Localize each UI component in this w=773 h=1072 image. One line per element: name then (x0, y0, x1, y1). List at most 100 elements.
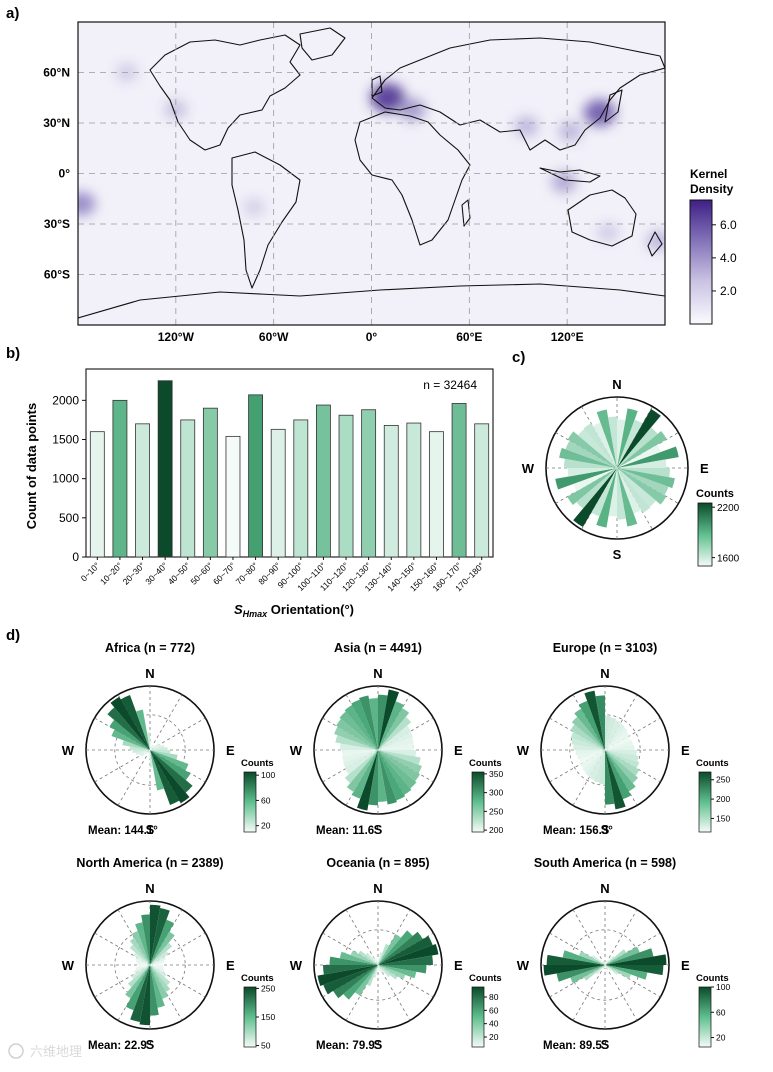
density-hotspot (78, 192, 96, 216)
region-colorbar (243, 986, 257, 1048)
rose-label-s: S (613, 547, 622, 562)
region-panel-5: South America (n = 598) N E S W Mean: 89.5° Co… (517, 856, 731, 1052)
lon-tick-label: 60°E (456, 330, 482, 344)
rose-petal-10 (130, 965, 150, 1022)
rose-petal-30 (585, 750, 605, 777)
rose-petal-40 (378, 930, 413, 965)
rose-label-w: W (62, 958, 75, 973)
rose-petal-120 (336, 718, 378, 750)
rose-label-s: S (146, 1037, 155, 1052)
rose-petal-170 (605, 965, 606, 969)
bar-y-tick-label: 0 (72, 550, 79, 564)
region-title: Africa (n = 772) (105, 641, 195, 655)
rose-petal-100 (150, 750, 178, 760)
rose-petal-130 (605, 750, 639, 784)
rose-petal-90 (378, 965, 427, 974)
japan-outline (604, 89, 623, 123)
bar-160~170° (451, 403, 467, 558)
rose-petal-60 (617, 444, 661, 468)
rose-petal-10 (378, 952, 383, 965)
rose-petal-20 (352, 750, 378, 799)
rose-petal-50 (583, 965, 605, 981)
region-colorbar-title: Counts (241, 973, 274, 984)
bar-90~100° (293, 419, 309, 558)
region-mean-label: Mean: 79.9° (316, 1040, 380, 1052)
rose-petal-20 (617, 419, 643, 468)
rose-petal-50 (605, 731, 630, 750)
rose-petal-40 (343, 965, 378, 1000)
rose-petal-170 (604, 961, 605, 965)
region-title: Oceania (n = 895) (326, 856, 429, 870)
rose-petal-130 (339, 711, 378, 750)
africa-outline (354, 111, 471, 246)
rose-petal-160 (603, 961, 605, 965)
rose-petal-90 (605, 750, 637, 756)
rose-petal-0 (608, 468, 617, 517)
rose-petal-0 (376, 965, 378, 972)
rose-petal-60 (573, 468, 617, 492)
rose-petal-120 (378, 965, 398, 980)
eurasia-outline (371, 37, 665, 151)
rose-petal-130 (378, 750, 417, 789)
rose-petal-90 (573, 744, 605, 750)
rose-petal-10 (593, 750, 605, 783)
bar-x-tick-label: 30~40° (143, 560, 169, 586)
rose-petal-130 (150, 965, 171, 986)
rose-petal-150 (150, 750, 180, 805)
rose-petal-0 (599, 750, 605, 785)
region-tick-label: 60 (489, 1005, 499, 1015)
region-tick-label: 150 (716, 813, 730, 823)
region-tick-label: 60 (261, 795, 271, 805)
kde-tick-label: 2.0 (720, 284, 737, 298)
bar-y-tick-label: 2000 (52, 393, 79, 407)
bar-x-tick-label: 20~30° (121, 560, 147, 586)
kde-colorbar-ticks: 6.0 4.0 2.0 (712, 218, 737, 298)
rose-label-n: N (612, 377, 621, 392)
rose-petal-30 (601, 965, 605, 971)
region-panel-2: Europe (n = 3103) N E S W Mean: 156.3° Counts 2… (517, 641, 731, 837)
rose-label-w: W (517, 743, 530, 758)
rose-label-n: N (600, 881, 609, 896)
rose-petal-110 (605, 965, 631, 979)
rose-petal-80 (132, 750, 150, 754)
rose-petal-50 (378, 931, 423, 965)
rose-petal-70 (617, 446, 679, 468)
rose-petal-40 (576, 468, 617, 509)
rose-petal-100 (378, 750, 421, 765)
rose-group: N E S W (290, 881, 463, 1052)
region-tick-label: 20 (716, 1033, 726, 1043)
rose-petal-80 (617, 459, 667, 468)
rose-petal-110 (111, 729, 150, 750)
rose-petal-0 (148, 750, 150, 759)
rose-petal-20 (378, 943, 390, 965)
lon-tick-label: 120°W (158, 330, 195, 344)
rose-petal-40 (605, 727, 628, 750)
rose-petal-30 (573, 468, 617, 528)
rose-c-colorbar-ticks: 2200 1600 (712, 503, 740, 565)
rose-c-colorbar-title: Counts (696, 488, 734, 500)
rose-petal-120 (358, 950, 378, 965)
rose-petal-120 (617, 468, 667, 505)
rose-petal-90 (150, 965, 164, 968)
rose-label-s: S (146, 822, 155, 837)
region-tick-label: 250 (261, 983, 275, 993)
rose-petal-90 (150, 750, 171, 754)
rose-petal-110 (378, 965, 406, 980)
rose-petal-120 (605, 965, 619, 975)
region-panel-0: Africa (n = 772) N E S W Mean: 144.1° Counts10… (62, 641, 276, 837)
rose-c-tick-label: 1600 (717, 554, 740, 565)
bar-10~20° (112, 399, 128, 558)
rose-petal-110 (150, 750, 189, 771)
lat-tick-label: 30°S (44, 217, 70, 231)
bar-130~140° (383, 424, 399, 558)
rose-petal-100 (150, 965, 165, 970)
density-hotspot (514, 116, 539, 137)
rose-petal-50 (333, 965, 378, 999)
region-colorbar (471, 986, 485, 1048)
rose-petal-130 (571, 716, 605, 750)
rose-petal-20 (605, 720, 621, 750)
rose-petal-60 (570, 965, 605, 984)
region-panel-3: North America (n = 2389) N E S W Mean: 22.9° C… (62, 856, 276, 1052)
rose-petal-60 (579, 750, 605, 764)
